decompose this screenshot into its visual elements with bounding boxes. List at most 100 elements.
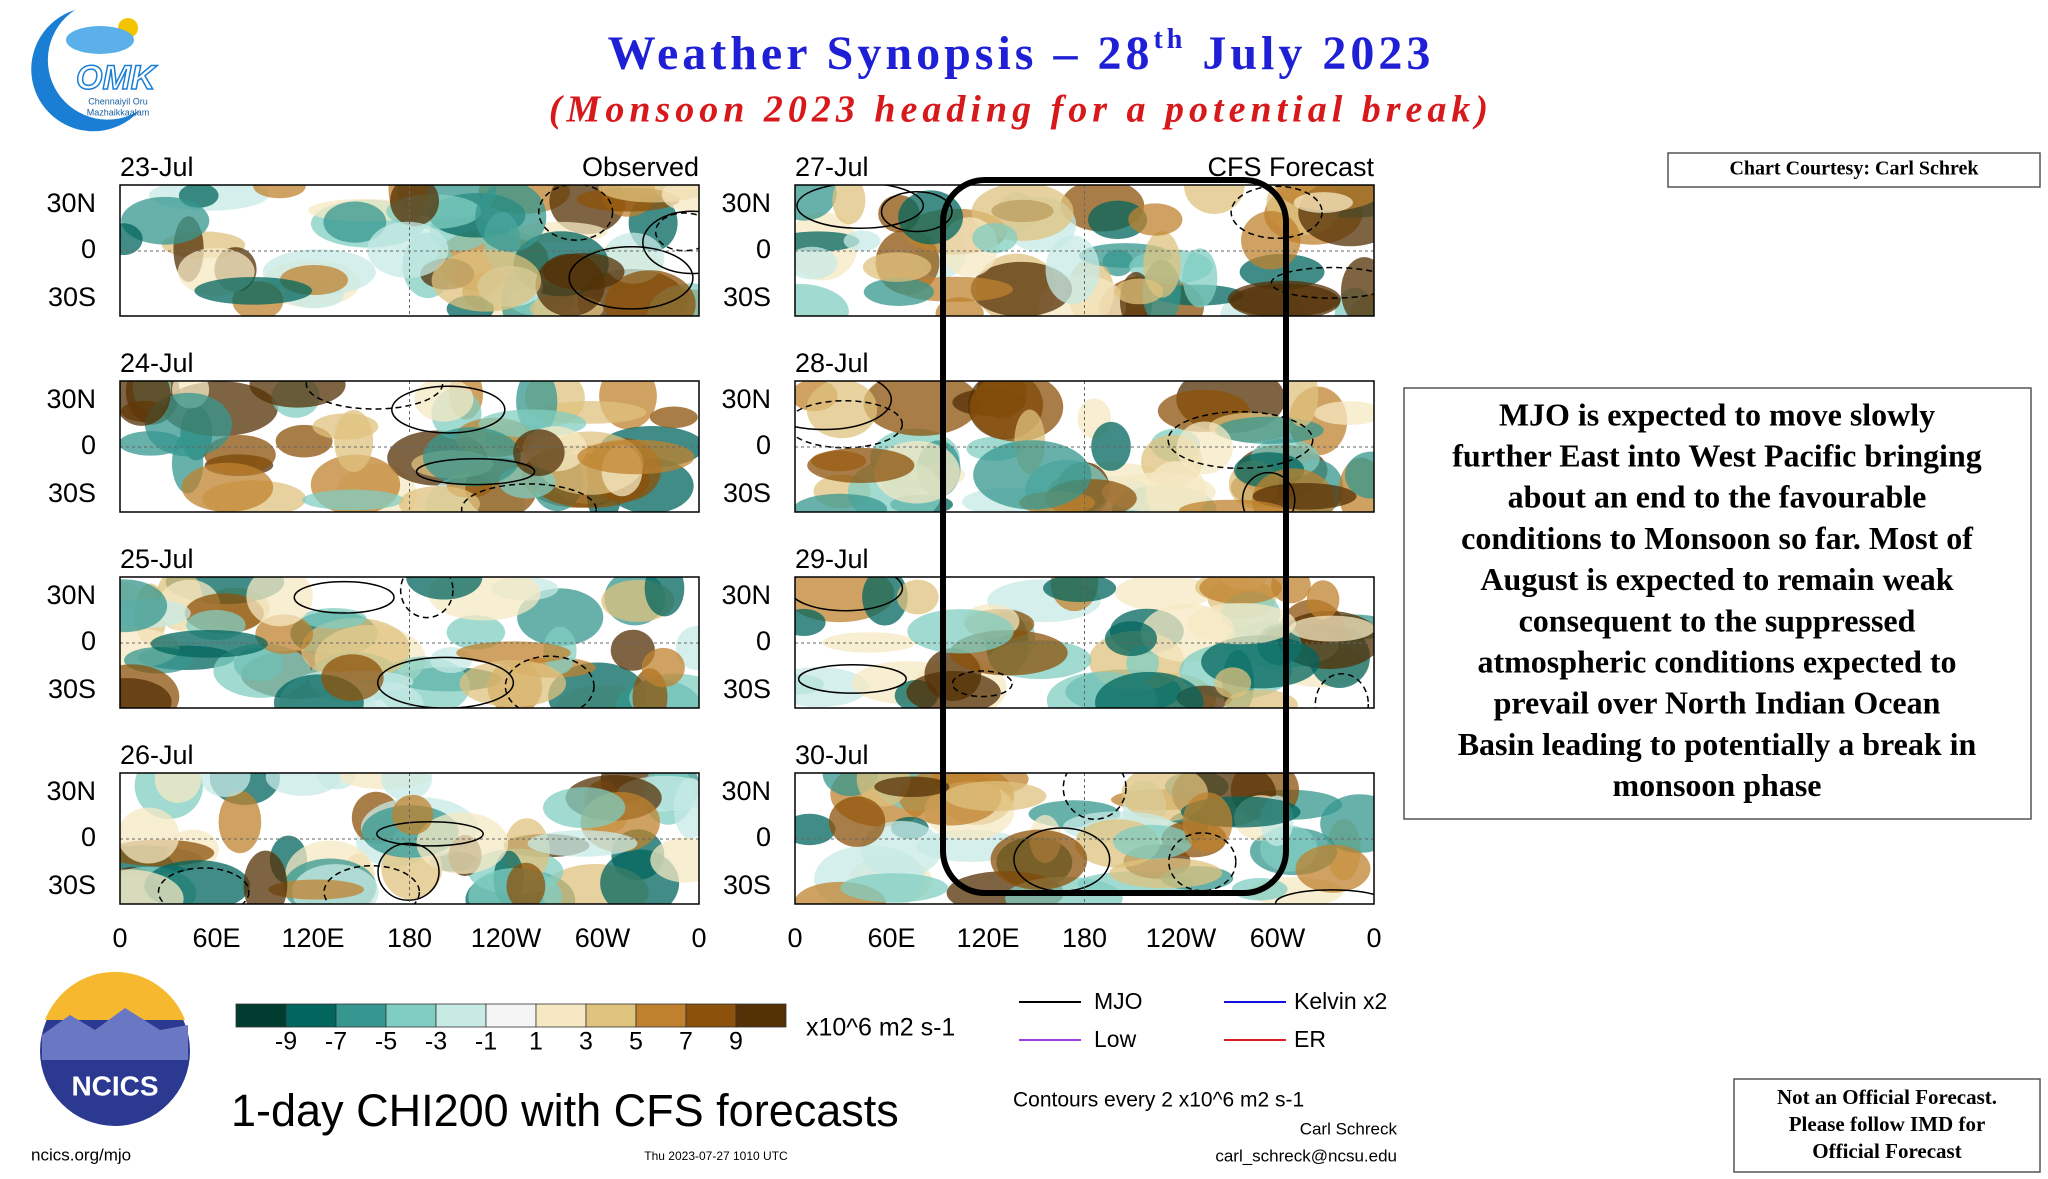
- contour: [460, 483, 597, 512]
- lon-label: 0: [1366, 923, 1381, 953]
- field-blob: [795, 231, 860, 252]
- disclaimer-line: Official Forecast: [1812, 1139, 1961, 1163]
- contour: [376, 656, 515, 708]
- field-blob: [1128, 203, 1183, 236]
- field-blob: [862, 252, 932, 282]
- field-blob: [1214, 667, 1252, 699]
- ncics-logo: NCICS: [40, 971, 190, 1126]
- lon-label: 120E: [281, 923, 344, 953]
- contour: [375, 821, 484, 847]
- summary-line: consequent to the suppressed: [1519, 602, 1916, 638]
- field-blob: [1183, 185, 1245, 214]
- colorbar-unit: x10^6 m2 s-1: [806, 1014, 955, 1042]
- summary-line: August is expected to remain weak: [1480, 561, 1953, 597]
- colorbar-segment: [485, 1003, 537, 1028]
- field-blob: [120, 678, 172, 708]
- field-blob: [249, 381, 346, 408]
- title-main: Weather Synopsis – 28: [608, 27, 1154, 80]
- lat-label: 0: [81, 626, 96, 656]
- org-name: NCICS: [71, 1070, 158, 1101]
- field-blob: [860, 820, 943, 878]
- disclaimer-line: Not an Official Forecast.: [1777, 1085, 1997, 1109]
- summary-line: MJO is expected to move slowly: [1499, 396, 1935, 432]
- lat-label: 30S: [48, 282, 96, 312]
- lat-label: 30S: [723, 282, 771, 312]
- field-blob: [1113, 824, 1193, 860]
- field-blob: [414, 381, 474, 422]
- colorbar-label: -1: [475, 1028, 497, 1056]
- lon-label: 180: [387, 923, 432, 953]
- lon-label: 0: [691, 923, 706, 953]
- title-end: July 2023: [1186, 27, 1434, 80]
- field-blob: [1114, 278, 1164, 305]
- lat-label: 30S: [723, 870, 771, 900]
- field-blob: [121, 196, 210, 245]
- field-blob: [446, 615, 506, 650]
- field-blob: [972, 222, 1018, 253]
- field-blob: [390, 185, 439, 227]
- map-panel: [120, 185, 699, 316]
- disclaimer-text: Not an Official Forecast. Please follow I…: [1777, 1085, 1997, 1163]
- field-blob: [661, 185, 699, 213]
- field-blob: [367, 221, 449, 278]
- legend-label: Low: [1094, 1026, 1137, 1052]
- field-blob: [863, 381, 980, 436]
- field-blob: [604, 270, 696, 316]
- field-blob: [381, 773, 433, 801]
- field-blob: [1295, 844, 1371, 893]
- field-blob: [1179, 499, 1286, 512]
- field-blob: [1176, 421, 1233, 475]
- omk-logo: OMK Chennaiyil Oru Mazhaikkaalam: [31, 10, 159, 132]
- field-blob: [1199, 577, 1282, 605]
- field-blob: [1306, 580, 1340, 620]
- field-blob: [1045, 235, 1100, 304]
- colorbar-label: -7: [325, 1028, 347, 1056]
- contour: [654, 212, 699, 252]
- map-panel: [795, 381, 1374, 512]
- lat-label: 0: [81, 234, 96, 264]
- map-frame: [119, 184, 700, 317]
- panel-date: 26-Jul: [120, 740, 194, 770]
- map-frame: [119, 576, 700, 709]
- colorbar-label: -5: [375, 1028, 397, 1056]
- field-blob: [649, 406, 698, 429]
- field-blob: [194, 276, 313, 305]
- panel-date: 28-Jul: [795, 348, 869, 378]
- field-blob: [120, 579, 168, 633]
- panel-date: 23-Jul: [120, 152, 194, 182]
- field-blob: [795, 493, 888, 512]
- contour-note: Contours every 2 x10^6 m2 s-1: [1013, 1089, 1304, 1112]
- field-blob: [218, 790, 262, 854]
- map-panel: [795, 773, 1374, 904]
- lon-label: 0: [112, 923, 127, 953]
- legend-label: Kelvin x2: [1294, 988, 1387, 1014]
- disclaimer-line: Please follow IMD for: [1789, 1112, 1986, 1136]
- panel-label: Observed: [582, 152, 699, 182]
- field-blob: [1104, 621, 1157, 657]
- credit-box: [1667, 152, 2041, 188]
- field-blob: [795, 283, 849, 316]
- lon-label: 60E: [867, 923, 915, 953]
- product-title: 1-day CHI200 with CFS forecasts: [231, 1085, 899, 1136]
- field-blob: [431, 249, 542, 312]
- timestamp: Thu 2023-07-27 1010 UTC: [644, 1149, 788, 1163]
- field-blob: [795, 608, 826, 636]
- field-blob: [265, 773, 341, 796]
- lat-label: 30S: [48, 674, 96, 704]
- panel-date: 25-Jul: [120, 544, 194, 574]
- contour: [568, 245, 694, 310]
- field-blob: [200, 773, 251, 798]
- lat-label: 30N: [46, 580, 96, 610]
- colorbar-segment: [635, 1003, 687, 1028]
- field-blob: [1182, 792, 1233, 853]
- contour: [796, 185, 925, 229]
- contour: [1274, 889, 1374, 904]
- logo-cloud: [66, 26, 134, 54]
- field-blob: [120, 223, 143, 256]
- field-blob: [323, 201, 387, 243]
- contour: [293, 580, 395, 614]
- field-blob: [795, 246, 838, 280]
- map-panel: [120, 381, 699, 512]
- field-blob: [154, 773, 202, 803]
- lat-label: 30N: [721, 580, 771, 610]
